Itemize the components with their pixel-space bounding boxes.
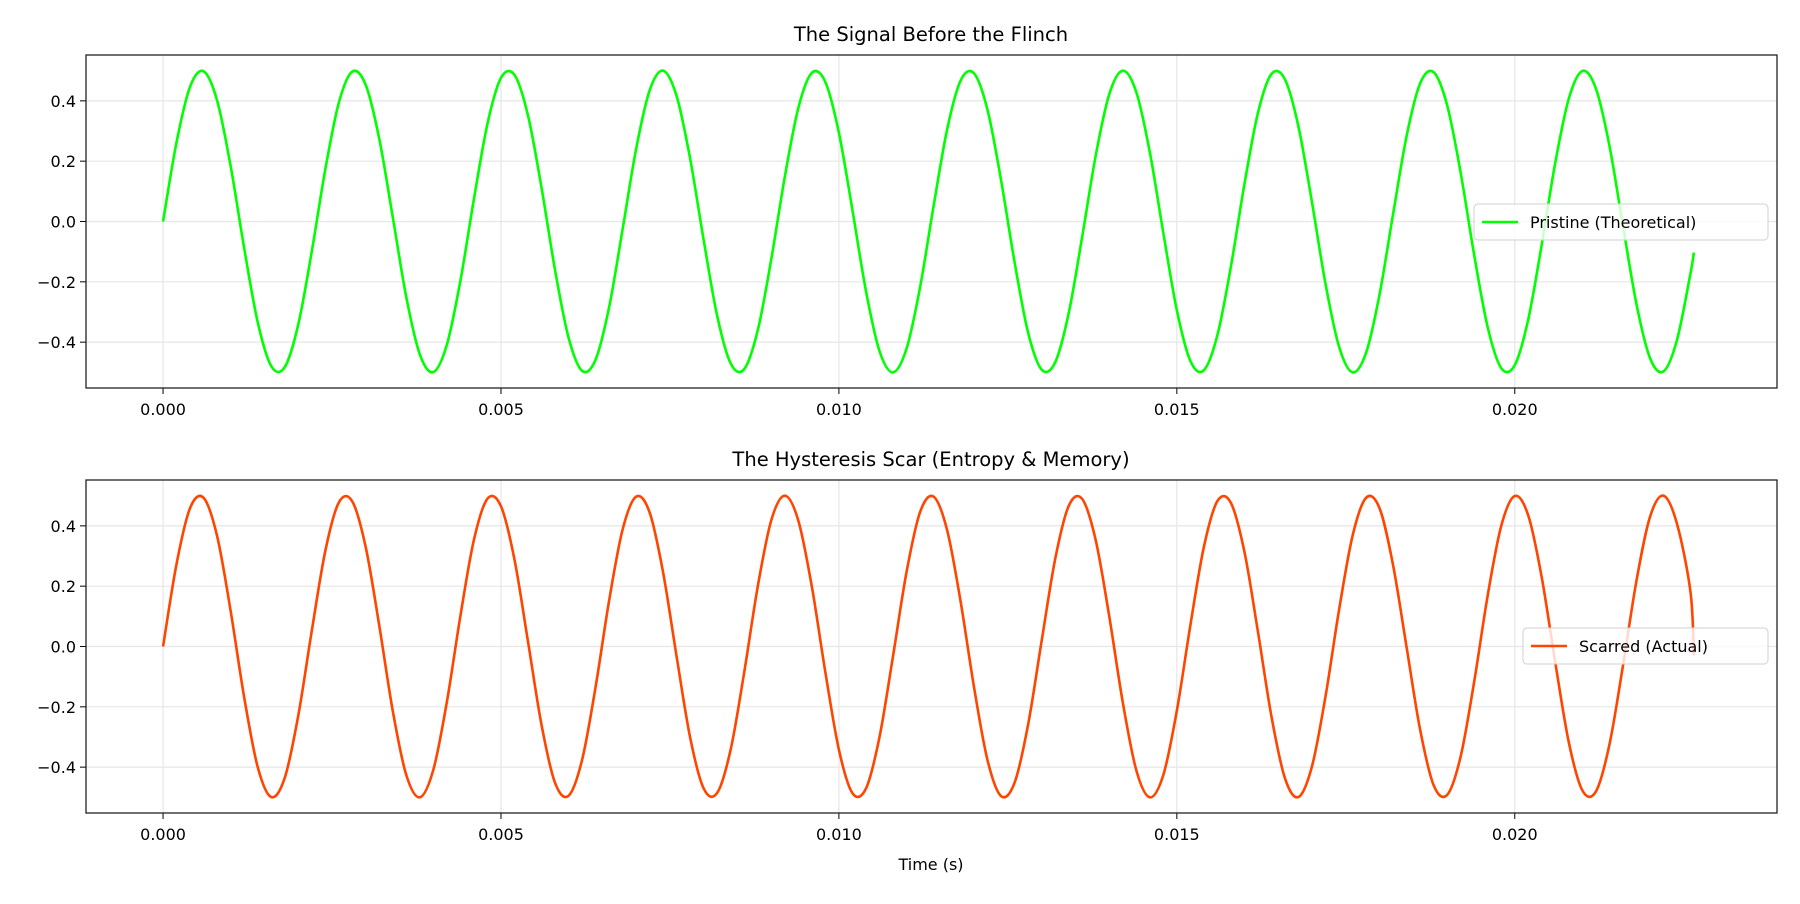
y-tick-label: 0.2 <box>51 577 76 596</box>
x-tick-label: 0.010 <box>816 825 862 844</box>
x-tick-label: 0.010 <box>816 400 862 419</box>
bottom-panel: The Hysteresis Scar (Entropy & Memory) T… <box>37 448 1778 874</box>
legend: Scarred (Actual) <box>1522 627 1769 665</box>
axes-frame <box>85 479 1778 814</box>
legend-box <box>1473 203 1769 241</box>
y-tick-label: −0.2 <box>37 273 76 292</box>
y-tick-label: 0.2 <box>51 152 76 171</box>
x-tick-label: 0.020 <box>1492 825 1538 844</box>
series-line-scarred <box>161 494 1696 799</box>
x-axis-label: Time (s) <box>897 855 963 874</box>
axes-frame <box>85 54 1778 389</box>
x-tick-label: 0.015 <box>1154 825 1200 844</box>
y-tick-label: 0.4 <box>51 92 76 111</box>
x-tick-label: 0.000 <box>140 400 186 419</box>
legend-label: Scarred (Actual) <box>1579 637 1708 656</box>
y-tick-label: 0.4 <box>51 517 76 536</box>
x-tick-label: 0.005 <box>478 400 524 419</box>
y-tick-label: 0.0 <box>51 638 76 657</box>
y-tick-label: −0.2 <box>37 698 76 717</box>
x-tick-label: 0.015 <box>1154 400 1200 419</box>
top-panel: The Signal Before the Flinch 0.000 0.005 0… <box>37 23 1778 419</box>
legend-label: Pristine (Theoretical) <box>1530 213 1696 232</box>
x-tick-label: 0.005 <box>478 825 524 844</box>
y-tick-label: −0.4 <box>37 758 76 777</box>
x-tick-label: 0.020 <box>1492 400 1538 419</box>
legend-box <box>1522 627 1769 665</box>
top-chart-title: The Signal Before the Flinch <box>793 23 1068 46</box>
series-line-pristine <box>161 69 1696 374</box>
x-tick-label: 0.000 <box>140 825 186 844</box>
y-tick-label: −0.4 <box>37 333 76 352</box>
bottom-chart-title: The Hysteresis Scar (Entropy & Memory) <box>731 448 1129 471</box>
y-tick-label: 0.0 <box>51 213 76 232</box>
legend: Pristine (Theoretical) <box>1473 203 1769 241</box>
